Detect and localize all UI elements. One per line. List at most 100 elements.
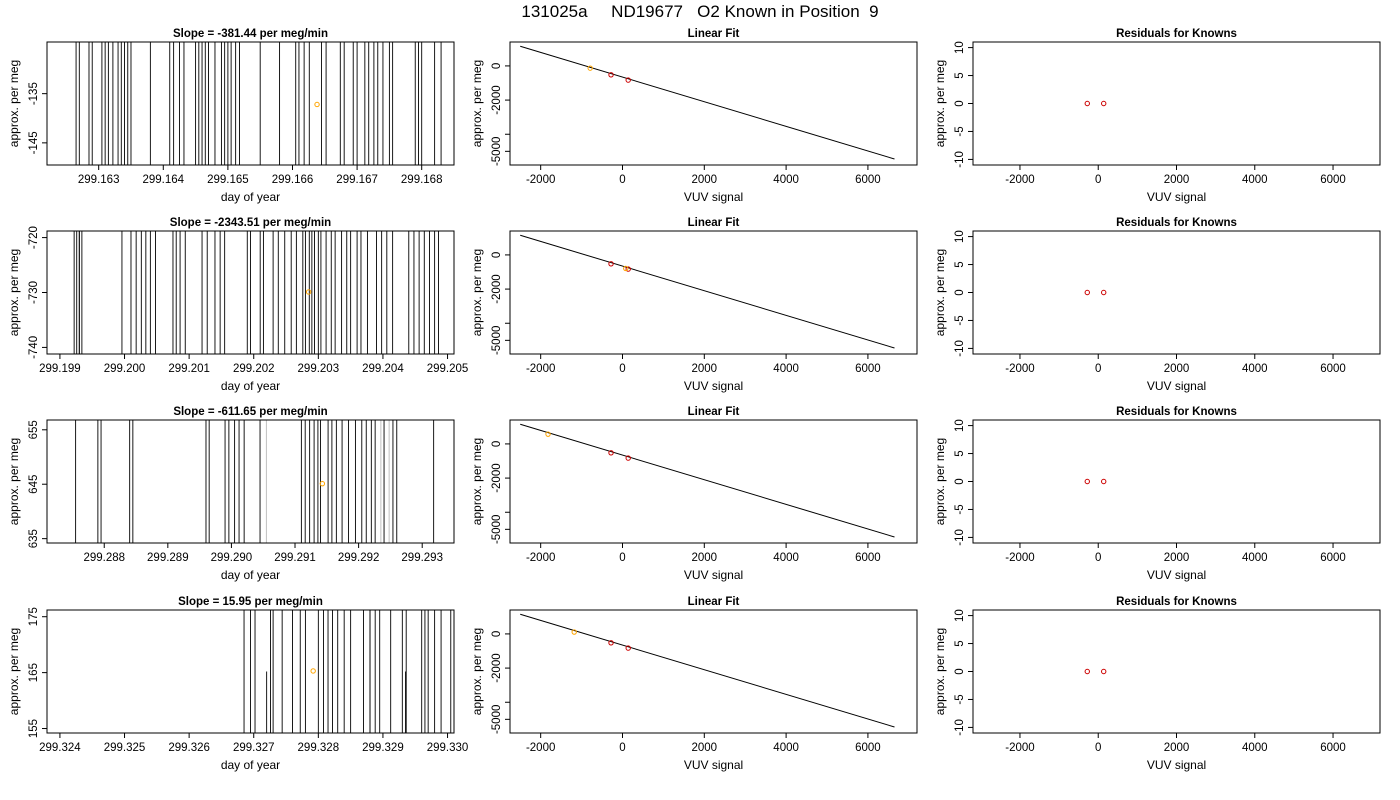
x-tick-label: 2000 [691,742,717,754]
panel-title: Linear Fit [688,596,740,608]
x-tick-label: 2000 [691,174,717,186]
panel-title: Residuals for Knowns [1116,596,1237,608]
y-tick-label: -2000 [491,85,503,114]
x-tick-label: 0 [1095,363,1101,375]
y-tick-label: -5000 [491,515,503,544]
known-point [608,261,614,267]
x-tick-label: 6000 [1320,363,1346,375]
sample-point [571,629,577,635]
x-tick-label: -2000 [1005,363,1034,375]
y-tick-label: -5 [954,315,966,325]
x-tick-label: 0 [619,552,625,564]
sample-point [587,65,593,71]
x-tick-label: 299.204 [362,363,404,375]
panel-title: Slope = -2343.51 per meg/min [170,217,331,229]
residual-point [1084,289,1090,296]
x-tick-label: 6000 [1320,552,1346,564]
y-tick-label: -5 [954,126,966,136]
residual-point [1084,100,1090,107]
y-tick-label: 0 [491,252,503,258]
panel-title: Linear Fit [688,217,740,229]
plot-frame [972,41,1381,166]
y-tick-label: -2000 [491,463,503,492]
y-axis-label: approx. per meg [470,628,484,715]
x-tick-label: 299.288 [83,552,125,564]
y-axis-label: approx. per meg [933,249,947,336]
chart-panel-0-slope: 299.163 299.164 299.165 299.166 299.167 299.1… [7,28,455,204]
y-tick-label: 0 [491,63,503,69]
x-tick-label: 4000 [1242,363,1268,375]
x-tick-label: 299.289 [147,552,189,564]
chart-panel-3-slope: 299.324 299.325 299.326 299.327 299.328 299.3… [7,596,468,772]
panel-title: Residuals for Knowns [1116,406,1237,418]
chart-panel-3-fit: -2000 0 2000 4000 6000 -5000 -2000 0 Linear Fit V… [470,596,918,772]
plot-frame [972,230,1381,355]
x-tick-label: 0 [1095,552,1101,564]
y-axis-label: approx. per meg [933,628,947,715]
panel-title: Slope = 15.95 per meg/min [178,596,323,608]
x-tick-label: 2000 [1164,742,1190,754]
x-axis-label: VUV signal [684,190,743,204]
x-tick-label: 2000 [1164,174,1190,186]
x-tick-label: 299.326 [168,742,210,754]
x-tick-label: 299.168 [401,174,443,186]
fit-line [520,234,895,349]
x-tick-label: 299.329 [362,742,404,754]
panel-title: Linear Fit [688,28,740,40]
plot-area [75,42,442,165]
x-tick-label: 299.328 [298,742,340,754]
chart-panel-2-slope: 299.288 299.289 299.290 299.291 299.292 299.2… [7,406,455,582]
y-tick-label: 5 [954,450,966,456]
x-tick-label: 2000 [691,363,717,375]
plot-frame [46,419,455,544]
x-axis-label: VUV signal [684,379,743,393]
plot-frame [509,419,918,544]
x-axis-label: day of year [221,190,280,204]
x-tick-label: 4000 [773,174,799,186]
y-tick-label: -5000 [491,326,503,355]
y-tick-label: 5 [954,261,966,267]
x-tick-label: -2000 [526,552,555,564]
x-axis-label: VUV signal [684,758,743,772]
x-tick-label: 6000 [855,174,881,186]
y-axis-label: approx. per meg [7,60,21,147]
y-axis-label: approx. per meg [470,438,484,525]
x-axis-label: day of year [221,568,280,582]
y-tick-label: -145 [28,131,40,154]
y-axis-label: approx. per meg [933,60,947,147]
panel-title: Slope = -381.44 per meg/min [173,28,328,40]
y-tick-label: 655 [28,420,40,439]
y-axis-label: approx. per meg [7,628,21,715]
plot-frame [972,609,1381,734]
x-tick-label: 299.205 [427,363,469,375]
fit-line [520,613,895,728]
plot-frame [46,41,455,166]
y-tick-label: 155 [28,719,40,738]
x-tick-label: 6000 [1320,174,1346,186]
known-point [625,645,631,651]
y-tick-label: 5 [954,640,966,646]
y-tick-label: 10 [954,419,966,432]
x-tick-label: 299.324 [39,742,81,754]
plot-area [1084,100,1107,107]
plot-area [520,45,895,160]
residual-point [1084,478,1090,485]
sample-point [314,101,320,108]
x-tick-label: 299.202 [233,363,275,375]
x-tick-label: 299.165 [207,174,249,186]
sample-point [310,668,316,674]
chart-panel-2-residual: -2000 0 2000 4000 6000 -10 -5 0 5 10 Residuals for… [933,406,1381,582]
x-tick-label: 299.203 [298,363,340,375]
y-tick-label: 10 [954,609,966,622]
panel-title: Residuals for Knowns [1116,28,1237,40]
x-tick-label: 2000 [1164,363,1190,375]
y-tick-label: 645 [28,475,40,494]
x-tick-label: 299.327 [233,742,275,754]
x-tick-label: -2000 [1005,174,1034,186]
fit-line [520,45,895,160]
fit-line [520,423,895,538]
x-tick-label: 299.164 [142,174,184,186]
y-tick-label: -10 [954,719,966,736]
x-tick-label: 4000 [1242,742,1268,754]
